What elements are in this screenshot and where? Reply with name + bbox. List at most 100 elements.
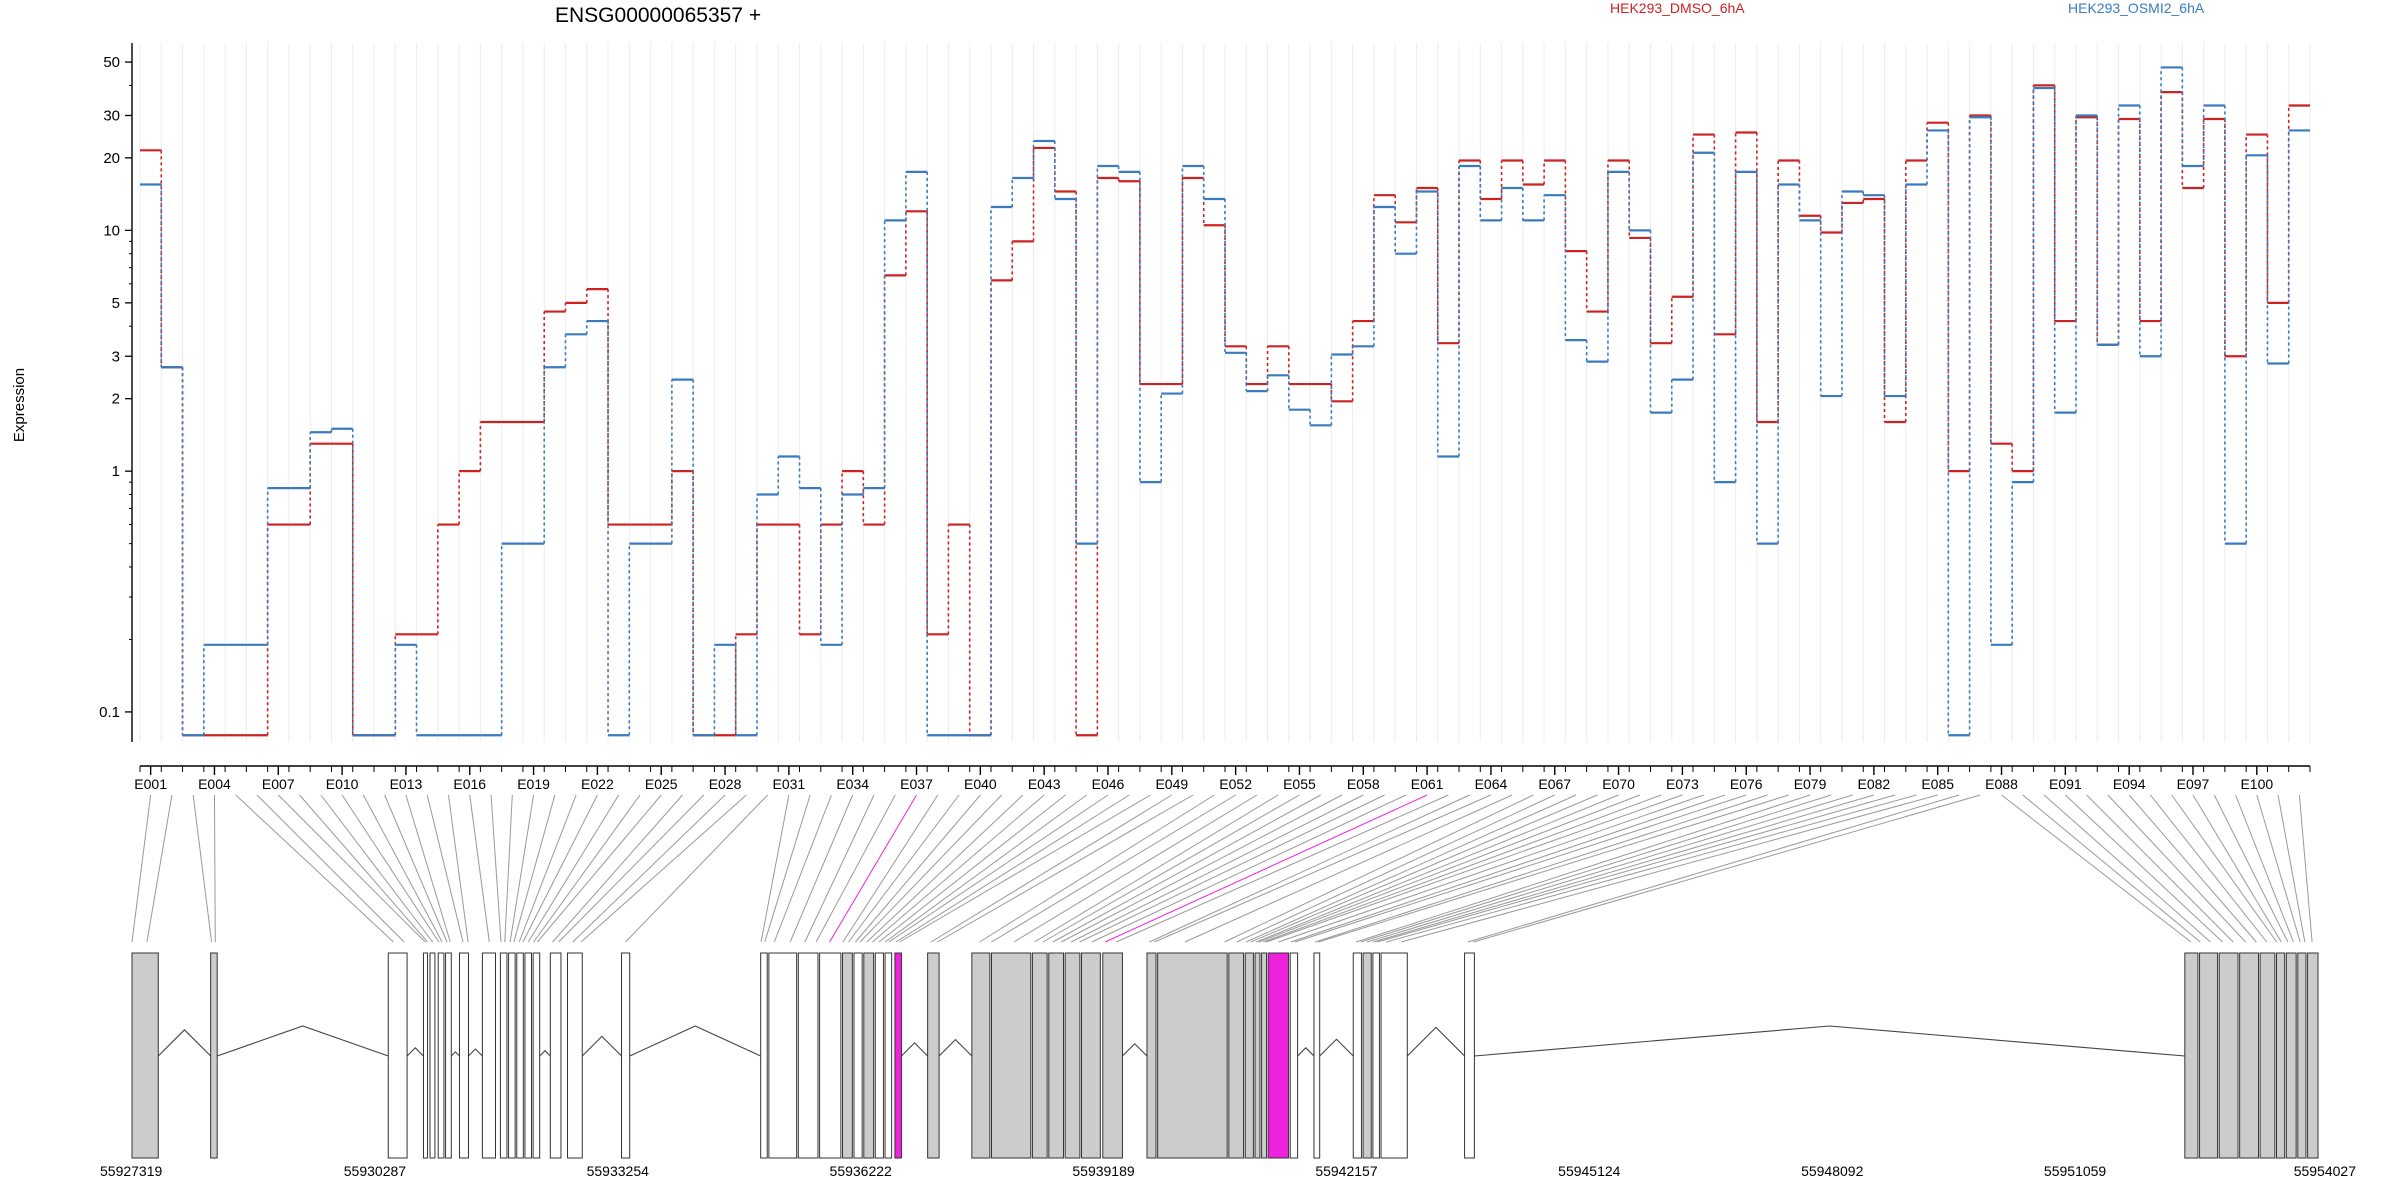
exon-connector	[1263, 794, 1662, 943]
series-osmi2	[140, 66, 2310, 737]
exon-connector	[1400, 794, 1938, 943]
exon-connector	[979, 794, 1215, 943]
x-tick-label: E052	[1219, 776, 1252, 792]
intron-line	[629, 1025, 761, 1057]
exon-connector	[235, 794, 394, 943]
x-tick-label: E073	[1666, 776, 1699, 792]
exon-connector	[405, 794, 451, 943]
x-tick-label: E067	[1538, 776, 1571, 792]
exon-connector	[1224, 794, 1534, 943]
x-tick-label: E040	[964, 776, 997, 792]
genomic-tick-label: 55945124	[1558, 1163, 1621, 1179]
exon-connector	[855, 794, 981, 943]
exon-connector	[1373, 794, 1875, 943]
y-tick-label: 5	[112, 295, 120, 312]
genomic-tick-label: 55927319	[100, 1163, 163, 1179]
exon-connector	[764, 794, 811, 943]
exon-connector	[930, 794, 1173, 943]
exon-box	[499, 952, 508, 1159]
exon-connector	[2043, 794, 2211, 943]
intron-line	[1406, 1026, 1465, 1057]
exon-connector	[2022, 794, 2201, 943]
exon-connector	[1116, 794, 1449, 943]
chart-title: ENSG00000065357 +	[555, 4, 761, 27]
exon-connector	[2065, 794, 2223, 943]
exon-axis: E001 E004 E007 E010 E013 E016 E019 E022 E025 E028…	[134, 765, 2311, 792]
genomic-tick-label: 55951059	[2044, 1163, 2107, 1179]
x-tick-label: E010	[326, 776, 359, 792]
exon-connector	[625, 794, 768, 943]
exon-box	[1244, 952, 1254, 1159]
exon-connector	[804, 794, 875, 943]
exon-connector	[2213, 794, 2289, 943]
exon-box	[1064, 952, 1081, 1159]
exon-connector	[1034, 794, 1279, 943]
exon-box	[549, 952, 562, 1159]
exon-connector	[447, 794, 469, 943]
x-tick-label: E070	[1602, 776, 1635, 792]
exon-connector	[2277, 794, 2306, 943]
x-tick-label: E007	[262, 776, 295, 792]
x-tick-label: E094	[2113, 776, 2146, 792]
x-tick-label: E049	[1155, 776, 1188, 792]
exon-connector	[1467, 794, 1960, 943]
exon-connector	[899, 794, 1151, 943]
exon-box	[532, 952, 541, 1159]
exon-connector	[1184, 794, 1513, 943]
exon-connector	[1258, 794, 1641, 943]
x-tick-label: E034	[836, 776, 869, 792]
exon-connector	[131, 794, 152, 943]
exon-connector	[2001, 794, 2192, 943]
exon-connector	[1355, 794, 1811, 943]
x-tick-label: E031	[773, 776, 806, 792]
exon-connector	[1104, 794, 1428, 943]
exon-connector	[1042, 794, 1300, 943]
intron-line	[217, 1025, 389, 1057]
exon-connector	[192, 794, 213, 943]
exon-connector	[991, 794, 1236, 943]
exon-box	[131, 952, 159, 1159]
exon-box	[621, 952, 631, 1159]
exon-box	[894, 952, 902, 1159]
exon-connector	[1366, 794, 1853, 943]
x-tick-label: E097	[2177, 776, 2210, 792]
exon-box	[1267, 952, 1290, 1159]
x-tick-label: E061	[1411, 776, 1444, 792]
x-tick-label: E046	[1092, 776, 1125, 792]
exon-box	[1031, 952, 1048, 1159]
exon-box	[819, 952, 842, 1159]
exon-connector	[513, 794, 556, 943]
exon-connector	[1266, 794, 1683, 943]
y-tick-label: 3	[112, 348, 120, 365]
exon-box	[516, 952, 524, 1159]
exon-box	[422, 952, 429, 1159]
exon-box	[927, 952, 940, 1159]
intron-line	[157, 1029, 212, 1057]
exon-box	[2218, 952, 2239, 1159]
exon-connector	[504, 794, 513, 943]
exon-box	[1313, 952, 1321, 1159]
exon-box	[1261, 952, 1267, 1159]
exon-box	[1372, 952, 1380, 1159]
x-tick-label: E028	[709, 776, 742, 792]
exon-connector	[1360, 794, 1832, 943]
exon-connector	[1250, 794, 1598, 943]
y-axis: 0.1 1 2 3 5 10 20 30 50	[99, 43, 133, 742]
y-axis-label: Expression	[11, 368, 28, 442]
exon-connector	[146, 794, 173, 943]
intron-line	[1122, 1042, 1148, 1057]
exon-connector	[884, 794, 1088, 943]
exon-box	[1146, 952, 1157, 1159]
exon-connector	[256, 794, 405, 943]
intron-line	[901, 1042, 929, 1057]
exon-box	[2307, 952, 2319, 1159]
exon-box	[768, 952, 798, 1159]
intron-line	[450, 1051, 460, 1057]
exon-connector	[2192, 794, 2282, 943]
exon-connector	[866, 794, 1024, 943]
exon-connector	[384, 794, 448, 943]
exon-connector	[362, 794, 443, 943]
x-tick-label: E091	[2049, 776, 2082, 792]
exon-connector	[509, 794, 535, 943]
exon-box	[842, 952, 853, 1159]
